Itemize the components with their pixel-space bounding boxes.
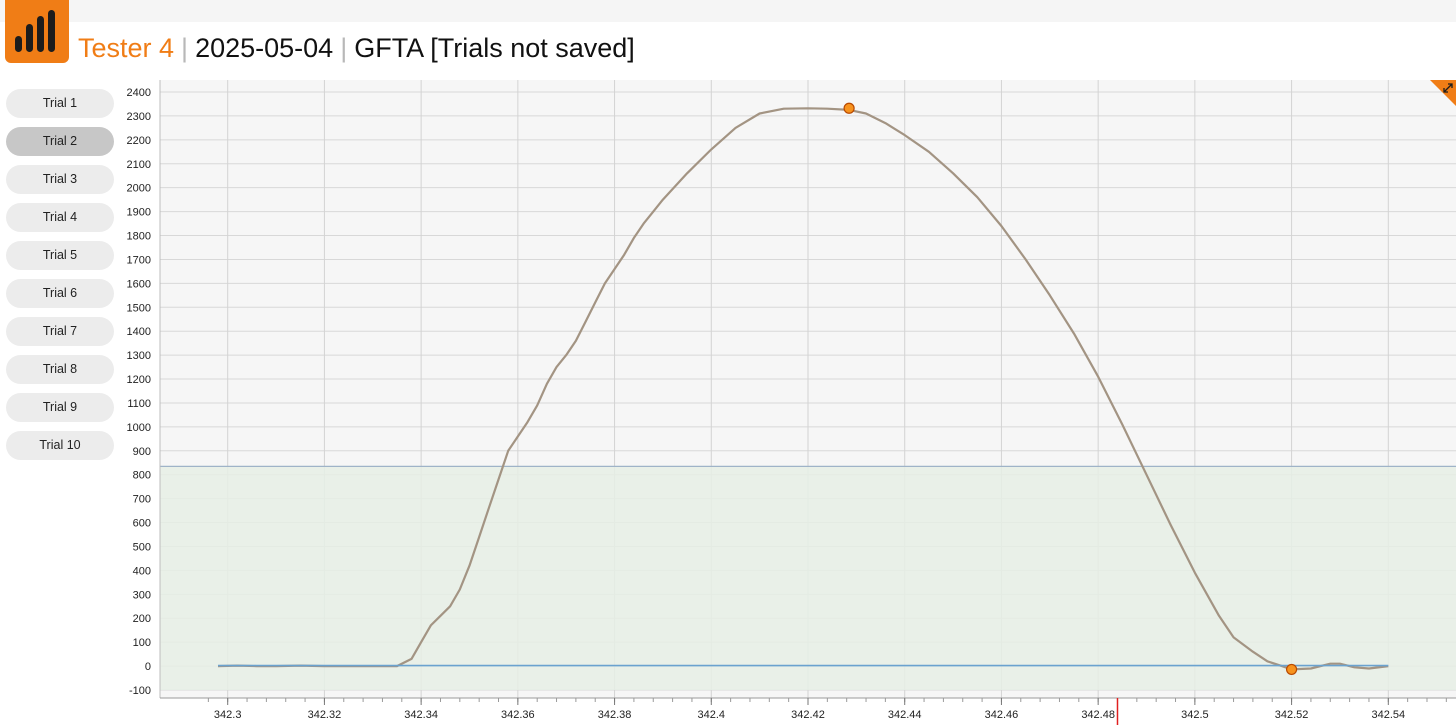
- x-tick-label: 342.4: [698, 709, 726, 721]
- trial-button-5[interactable]: Trial 5: [6, 241, 114, 270]
- title-separator: |: [181, 33, 189, 63]
- x-tick-label: 342.38: [598, 709, 632, 721]
- trial-button-9[interactable]: Trial 9: [6, 393, 114, 422]
- top-strip: [0, 0, 1456, 22]
- tester-name: Tester 4: [78, 33, 175, 63]
- x-tick-label: 342.52: [1275, 709, 1309, 721]
- y-tick-label: 2400: [127, 87, 151, 99]
- y-tick-label: 2300: [127, 111, 151, 123]
- trial-button-6[interactable]: Trial 6: [6, 279, 114, 308]
- force-series-line: [217, 107, 1389, 671]
- title-separator: |: [340, 33, 348, 63]
- y-tick-label: 1200: [127, 374, 151, 386]
- expand-arrow-head: [1448, 83, 1453, 88]
- y-tick-label: 100: [133, 637, 151, 649]
- y-tick-label: 1000: [127, 422, 151, 434]
- y-tick-label: 2100: [127, 159, 151, 171]
- expand-arrow-head: [1443, 88, 1448, 93]
- y-tick-label: 200: [133, 613, 151, 625]
- trial-button-2[interactable]: Trial 2: [6, 127, 114, 156]
- y-tick-label: 900: [133, 446, 151, 458]
- trial-list: Trial 1 Trial 2 Trial 3 Trial 4 Trial 5 …: [6, 89, 114, 469]
- x-tick-label: 342.5: [1181, 709, 1209, 721]
- y-tick-label: 1400: [127, 326, 151, 338]
- y-tick-label: 500: [133, 541, 151, 553]
- y-tick-label: 1800: [127, 231, 151, 243]
- x-tick-label: 342.46: [985, 709, 1019, 721]
- trial-button-3[interactable]: Trial 3: [6, 165, 114, 194]
- x-tick-label: 342.54: [1371, 709, 1405, 721]
- y-tick-label: 800: [133, 470, 151, 482]
- y-tick-label: 2000: [127, 183, 151, 195]
- threshold-zone: [160, 466, 1456, 690]
- y-tick-label: 600: [133, 518, 151, 530]
- y-tick-label: 300: [133, 589, 151, 601]
- y-tick-label: 700: [133, 494, 151, 506]
- x-tick-label: 342.34: [404, 709, 438, 721]
- end-marker[interactable]: [1285, 663, 1298, 676]
- app-logo[interactable]: [5, 0, 69, 63]
- y-tick-label: 1900: [127, 207, 151, 219]
- trial-button-10[interactable]: Trial 10: [6, 431, 114, 460]
- expand-arrows-icon: [1443, 83, 1453, 93]
- y-tick-label: 1700: [127, 254, 151, 266]
- x-tick-label: 342.48: [1081, 709, 1115, 721]
- test-name: GFTA [Trials not saved]: [354, 33, 635, 63]
- y-tick-label: 1600: [127, 278, 151, 290]
- x-tick-label: 342.36: [501, 709, 535, 721]
- y-tick-label: 1300: [127, 350, 151, 362]
- trial-button-4[interactable]: Trial 4: [6, 203, 114, 232]
- peak-marker[interactable]: [843, 102, 855, 114]
- trial-button-7[interactable]: Trial 7: [6, 317, 114, 346]
- y-tick-label: 0: [145, 661, 151, 673]
- trial-button-8[interactable]: Trial 8: [6, 355, 114, 384]
- page-title: Tester 4 | 2025-05-04 | GFTA [Trials not sav…: [78, 30, 635, 66]
- x-tick-label: 342.32: [308, 709, 342, 721]
- bar-chart-icon: [15, 10, 55, 52]
- y-tick-label: -100: [129, 685, 151, 697]
- y-tick-label: 2200: [127, 135, 151, 147]
- x-tick-label: 342.3: [214, 709, 242, 721]
- y-tick-label: 1500: [127, 302, 151, 314]
- x-tick-label: 342.42: [791, 709, 825, 721]
- expand-arrow-shaft: [1443, 83, 1453, 93]
- y-tick-label: 1100: [127, 398, 151, 410]
- y-tick-label: 400: [133, 565, 151, 577]
- x-tick-label: 342.44: [888, 709, 922, 721]
- test-date: 2025-05-04: [195, 33, 334, 63]
- trial-button-1[interactable]: Trial 1: [6, 89, 114, 118]
